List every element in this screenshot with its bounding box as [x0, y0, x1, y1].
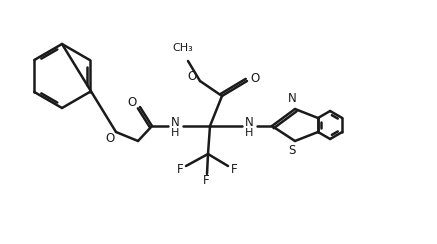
- Text: CH₃: CH₃: [173, 43, 194, 53]
- Text: O: O: [187, 70, 197, 82]
- Text: F: F: [203, 174, 210, 187]
- Text: O: O: [127, 96, 137, 110]
- Text: O: O: [250, 72, 260, 85]
- Text: O: O: [105, 132, 114, 145]
- Text: H: H: [245, 128, 253, 138]
- Text: S: S: [288, 143, 296, 156]
- Text: H: H: [171, 128, 179, 138]
- Text: N: N: [170, 116, 179, 130]
- Text: N: N: [288, 92, 296, 105]
- Text: F: F: [231, 163, 237, 176]
- Text: F: F: [177, 163, 183, 176]
- Text: N: N: [245, 116, 253, 130]
